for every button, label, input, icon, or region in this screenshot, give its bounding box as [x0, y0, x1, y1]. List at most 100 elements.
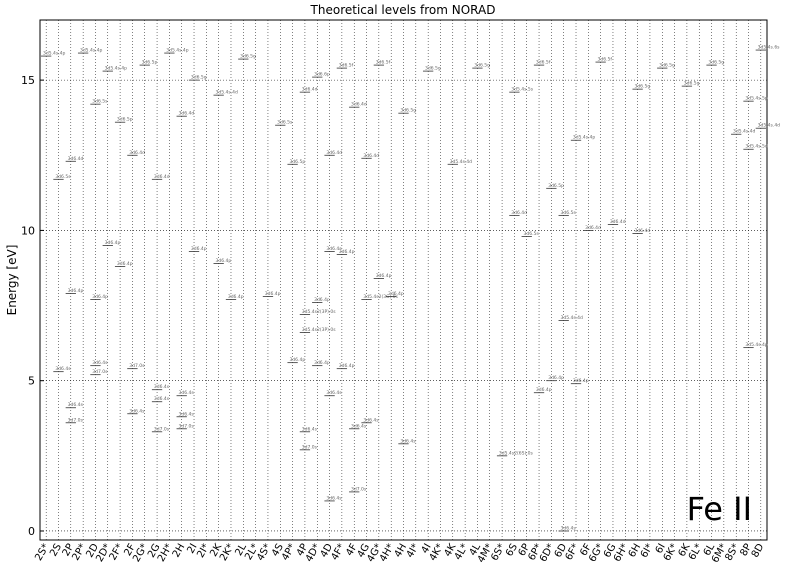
level-label: 3d6.4s [55, 366, 71, 372]
level-label: 3d6.4p [548, 375, 564, 381]
level-label: 3d6.4p [228, 294, 244, 300]
level-label: 3d6.5f [376, 60, 391, 66]
level-label: 3d6.4p [191, 246, 207, 252]
x-tick-label: 4P [295, 542, 311, 558]
x-tick-label: 6L [702, 542, 718, 558]
level-label: 3d6.4p [376, 273, 392, 279]
level-label: 3d6.4s [68, 402, 84, 408]
level-label: 3d5.4s2(3P).0s [302, 309, 336, 315]
level-label: 3d6.4p [339, 363, 355, 369]
level-label: 3d6.4s [154, 396, 170, 402]
level-label: 3d7.0s [351, 486, 367, 492]
level-label: 3d5.4s2(6S).0s [499, 450, 534, 456]
level-label: 3d6.4p [314, 297, 330, 303]
level-label: 3d6.5s [561, 210, 577, 216]
level-label: 3d5.4s.5p [745, 96, 768, 102]
level-label: 3d5.4s.5s [511, 87, 534, 93]
level-label: 3d6.5s [277, 120, 293, 126]
level-label: 3d6.4d [351, 102, 367, 108]
level-label: 3d6.4p [388, 291, 404, 297]
x-tick-label: 2L [233, 542, 249, 558]
level-label: 3d5.4s.4d [561, 315, 584, 321]
level-label: 3d6.4d [302, 87, 318, 93]
x-tick-label: 8P [738, 542, 754, 558]
level-label: 3d7.0s [68, 417, 84, 423]
x-tick-label: 4F [344, 542, 360, 558]
level-label: 3d5.4s.4p [80, 48, 103, 54]
level-label: 3d5.4s2(3P).0s [302, 327, 336, 333]
level-label: 3d6.4s [400, 438, 416, 444]
level-label: 3d6.4s [363, 417, 379, 423]
level-label: 3d6.4p [117, 261, 133, 267]
level-label: 3d6.4d [511, 210, 527, 216]
level-label: 3d6.5p [548, 183, 564, 189]
level-label: 3d6.5g [400, 108, 416, 114]
level-label: 3d6.5g [425, 66, 441, 72]
level-label: 3d6.4s [154, 384, 170, 390]
level-label: 3d6.4p [339, 249, 355, 255]
level-label: 3d6.4s [179, 390, 195, 396]
level-label: 3d6.4p [68, 288, 84, 294]
level-label: 3d6.4p [105, 240, 121, 246]
level-label: 3d5.4s.6s [758, 45, 781, 51]
x-tick-label: 6I* [639, 542, 656, 560]
y-axis-label: Energy [eV] [5, 245, 19, 316]
y-tick-label: 15 [21, 74, 35, 87]
y-tick-label: 10 [21, 224, 35, 237]
level-label: 3d7.0s [92, 369, 108, 375]
level-label: 3d6.5g [191, 75, 207, 81]
level-label: 3d5.4s.4d [216, 90, 239, 96]
level-label: 3d5.4s.4d [450, 159, 473, 165]
level-label: 3d6.5g [240, 54, 256, 60]
plot-frame [39, 19, 768, 541]
level-label: 3d5.4s.4d [758, 123, 781, 129]
x-tick-label: 6F [578, 542, 594, 558]
x-tick-label: 2F [122, 542, 138, 558]
chart-title: Theoretical levels from NORAD [310, 3, 496, 17]
annotation: Fe II [687, 490, 752, 528]
level-label: 3d6.4p [573, 378, 589, 384]
level-label: 3d6.4s [302, 426, 318, 432]
level-label: 3d6.5f [339, 63, 354, 69]
level-label: 3d5.4s.4p [745, 342, 768, 348]
level-label: 3d6.4d [585, 225, 601, 231]
level-label: 3d6.5g [474, 63, 490, 69]
level-label: 3d6.4d [68, 156, 84, 162]
level-label: 3d5.4s.4d [733, 129, 756, 135]
level-label: 3d6.5s [55, 174, 71, 180]
level-label: 3d6.5s [524, 231, 540, 237]
level-label: 3d6.4d [154, 174, 170, 180]
level-label: 3d6.4s [561, 525, 577, 531]
level-label: 3d6.6p [314, 72, 330, 78]
level-label: 3d7.0s [154, 426, 170, 432]
level-label: 3d6.4d [634, 228, 650, 234]
level-label: 3d6.5g [634, 84, 650, 90]
level-label: 3d7.0s [129, 363, 145, 369]
level-label: 3d6.4d [610, 219, 626, 225]
level-label: 3d5.4s.4p [105, 66, 128, 72]
level-label: 3d6.5g [708, 60, 724, 66]
level-label: 3d6.4d [129, 150, 145, 156]
level-label: 3d6.5f [597, 57, 612, 63]
level-label: 3d6.4s [326, 495, 342, 501]
level-label: 3d6.5s [92, 99, 108, 105]
level-label: 3d6.4p [536, 387, 552, 393]
level-label: 3d6.5g [659, 63, 675, 69]
level-label: 3d5.4s.4p [573, 135, 596, 141]
level-label: 3d6.5p [289, 159, 305, 165]
level-label: 3d6.5f [536, 60, 551, 66]
level-label: 3d6.4s [129, 408, 145, 414]
level-label: 3d5.4s2(3G).0s [363, 294, 398, 300]
level-label: 3d7.0s [302, 444, 318, 450]
x-tick-label: 6P [517, 542, 533, 558]
level-label: 3d6.4s [326, 390, 342, 396]
level-label: 3d6.4s [326, 246, 342, 252]
level-label: 3d5.4s.4p [166, 48, 189, 54]
level-label: 3d5.4s.5d [745, 144, 768, 150]
level-label: 3d6.5g [684, 81, 700, 87]
level-label: 3d6.4p [289, 357, 305, 363]
x-tick-label: 2P [61, 542, 77, 558]
level-label: 3d6.4d [326, 150, 342, 156]
x-tick-label: 4L [468, 542, 484, 558]
